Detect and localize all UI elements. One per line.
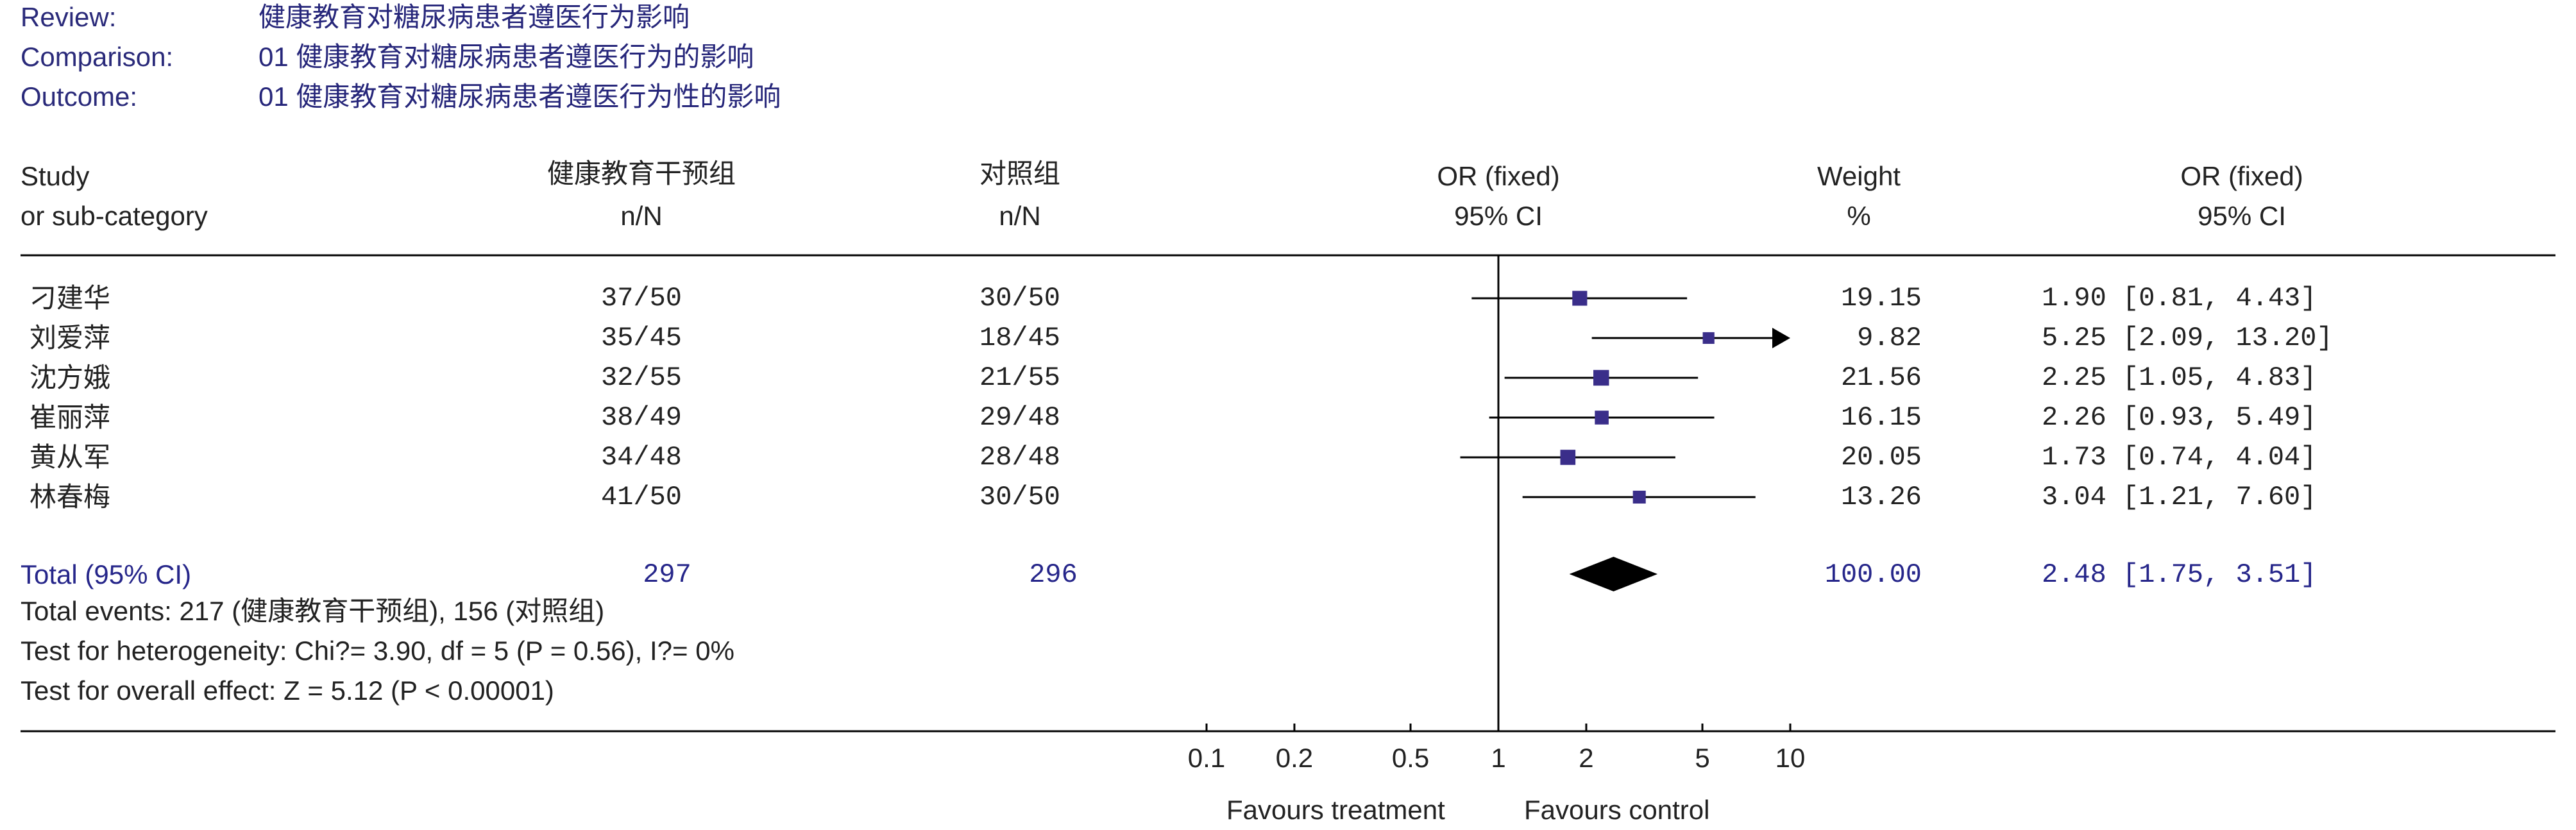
heterogeneity-note: Test for heterogeneity: Chi?= 3.90, df =… — [21, 636, 734, 666]
favours-control-label: Favours control — [1524, 795, 1710, 825]
study-control-nN: 18/45 — [979, 323, 1061, 353]
study-effect-marker — [1595, 411, 1609, 425]
outcome-value: 01 健康教育对糖尿病患者遵医行为性的影响 — [258, 81, 781, 112]
header-or-fixed-right: OR (fixed) — [2180, 161, 2303, 191]
x-axis-tick-label: 0.5 — [1392, 743, 1429, 773]
study-weight: 9.82 — [1857, 323, 1922, 353]
study-effect-marker — [1593, 369, 1609, 386]
pooled-effect-diamond — [1569, 557, 1658, 591]
review-label: Review: — [21, 2, 117, 32]
total-events-note: Total events: 217 (健康教育干预组), 156 (对照组) — [21, 596, 605, 626]
study-or-ci: 2.26 [0.93, 5.49] — [2042, 402, 2317, 433]
total-n1: 297 — [643, 559, 691, 590]
study-name: 刁建华 — [30, 283, 111, 313]
favours-treatment-label: Favours treatment — [1226, 795, 1445, 825]
header-95ci: 95% CI — [1454, 201, 1543, 231]
study-control-nN: 29/48 — [979, 402, 1061, 433]
comparison-value: 01 健康教育对糖尿病患者遵医行为的影响 — [258, 42, 754, 72]
header-weight: Weight — [1817, 161, 1901, 191]
overall-effect-note: Test for overall effect: Z = 5.12 (P < 0… — [21, 675, 554, 706]
total-n2: 296 — [1029, 559, 1078, 590]
header-or-fixed: OR (fixed) — [1437, 161, 1560, 191]
study-intervention-nN: 41/50 — [600, 482, 682, 512]
total-weight: 100.00 — [1824, 559, 1922, 590]
study-effect-marker — [1702, 332, 1715, 344]
review-value: 健康教育对糖尿病患者遵医行为影响 — [258, 2, 690, 32]
study-weight: 13.26 — [1840, 482, 1922, 512]
outcome-label: Outcome: — [21, 81, 138, 112]
study-intervention-nN: 35/45 — [600, 323, 682, 353]
study-effect-marker — [1572, 291, 1588, 306]
plot-marks: 0.1 0.2 0.5 1 2 5 10 — [1188, 255, 1806, 773]
study-weight: 19.15 — [1840, 283, 1922, 314]
x-axis-tick-label: 2 — [1579, 743, 1593, 773]
study-or-ci: 3.04 [1.21, 7.60] — [2042, 482, 2317, 512]
study-weight: 16.15 — [1840, 402, 1922, 433]
study-control-nN: 30/50 — [979, 283, 1061, 314]
header-95ci-right: 95% CI — [2198, 201, 2286, 231]
header-subcategory: or sub-category — [21, 201, 208, 231]
study-control-nN: 21/55 — [979, 362, 1061, 393]
study-name: 林春梅 — [30, 482, 111, 512]
header-control-nN: n/N — [999, 201, 1041, 231]
ci-overflow-arrow — [1772, 328, 1790, 348]
study-effect-marker — [1632, 490, 1646, 504]
header-study: Study — [21, 161, 90, 191]
study-or-ci: 2.25 [1.05, 4.83] — [2042, 362, 2317, 393]
study-intervention-nN: 32/55 — [600, 362, 682, 393]
header-intervention-nN: n/N — [620, 201, 663, 231]
study-or-ci: 5.25 [2.09, 13.20] — [2042, 323, 2333, 353]
study-name: 黄从军 — [30, 442, 111, 472]
study-control-nN: 28/48 — [979, 442, 1061, 473]
header-intervention-group: 健康教育干预组 — [547, 158, 736, 189]
study-intervention-nN: 34/48 — [600, 442, 682, 473]
study-control-nN: 30/50 — [979, 482, 1061, 512]
header-control-group: 对照组 — [979, 158, 1061, 189]
study-intervention-nN: 37/50 — [600, 283, 682, 314]
study-name: 崔丽萍 — [30, 402, 111, 432]
study-weight: 21.56 — [1840, 362, 1922, 393]
study-effect-marker — [1560, 450, 1576, 465]
total-label: Total (95% CI) — [21, 559, 192, 589]
x-axis-tick-label: 0.1 — [1188, 743, 1225, 773]
total-or-ci: 2.48 [1.75, 3.51] — [2042, 559, 2317, 590]
study-intervention-nN: 38/49 — [600, 402, 682, 433]
study-weight: 20.05 — [1840, 442, 1922, 473]
study-or-ci: 1.73 [0.74, 4.04] — [2042, 442, 2317, 473]
comparison-label: Comparison: — [21, 42, 174, 72]
x-axis-tick-label: 0.2 — [1276, 743, 1313, 773]
x-axis-tick-label: 5 — [1695, 743, 1709, 773]
header-weight-unit: % — [1847, 201, 1871, 231]
x-axis-tick-label: 10 — [1775, 743, 1806, 773]
study-name: 沈方娥 — [30, 362, 111, 393]
study-or-ci: 1.90 [0.81, 4.43] — [2042, 283, 2317, 314]
study-name: 刘爱萍 — [30, 323, 111, 353]
x-axis-tick-label: 1 — [1491, 743, 1505, 773]
